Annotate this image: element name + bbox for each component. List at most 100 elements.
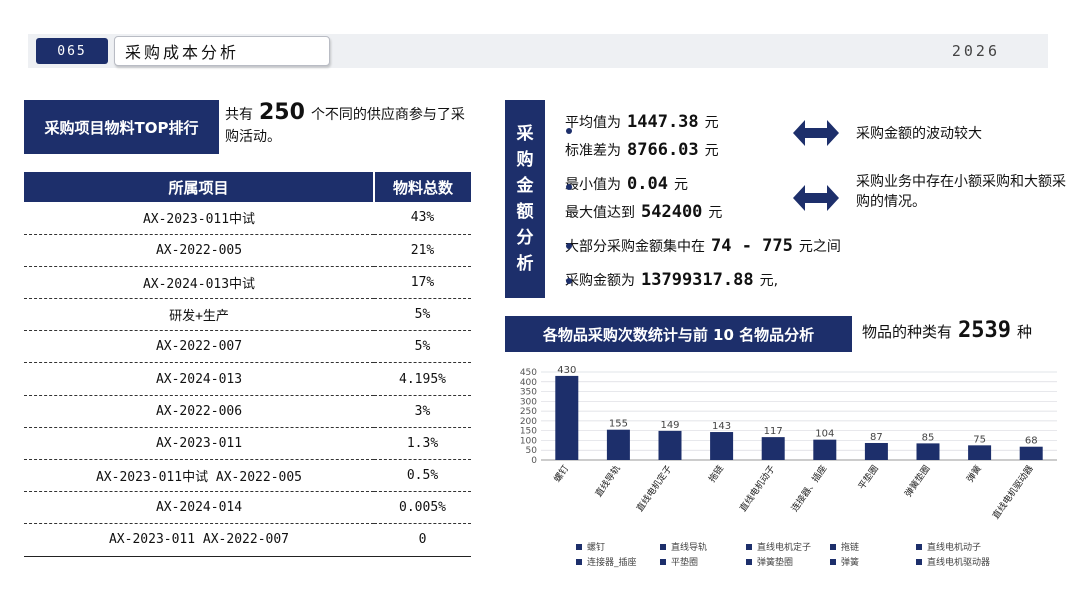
legend-item: 连接器_插座 [576, 555, 637, 568]
data-label: 87 [870, 432, 883, 443]
legend-swatch [660, 543, 666, 550]
bar [968, 445, 992, 460]
y-tick-label: 200 [520, 417, 537, 427]
legend-label: 平垫圈 [671, 558, 699, 568]
legend-label: 弹簧垫圈 [757, 558, 794, 568]
legend-item: 直线导轨 [660, 540, 707, 553]
page-number: 065 [36, 38, 108, 64]
stat-min: 最小值为 0.04 元 [565, 174, 688, 194]
legend-item: 平垫圈 [660, 555, 698, 568]
bar [916, 443, 940, 460]
stat-range-label: 大部分采购金额集中在 [565, 239, 705, 255]
material-ranking-table: 所属项目 物料总数 AX-2023-011中试 43% AX-2022-005 21%… [24, 172, 471, 557]
bar [864, 442, 888, 460]
double-arrow-icon [793, 120, 839, 146]
stat-total-label: 采购金额为 [565, 273, 635, 289]
data-label: 104 [815, 429, 834, 440]
legend-item: 拖链 [830, 540, 859, 553]
category-label: 平垫圈 [856, 463, 881, 492]
material-total-cell: 17% [374, 266, 471, 300]
stat-max: 最大值达到 542400 元 [565, 202, 722, 222]
bullet-icon [566, 278, 572, 284]
data-label: 430 [557, 365, 576, 376]
bar [710, 432, 734, 460]
project-cell: AX-2023-011 [24, 427, 374, 461]
vertical-label-char: 金 [516, 176, 534, 196]
y-tick-label: 50 [526, 446, 538, 456]
bullet-icon [566, 128, 572, 134]
legend-label: 直线电机定子 [757, 543, 812, 553]
table-header-row: 所属项目 物料总数 [24, 172, 471, 202]
legend-label: 弹簧 [841, 558, 860, 568]
stat-min-label: 最小值为 [565, 177, 621, 193]
stat-average-unit: 元 [704, 115, 719, 131]
table-row: AX-2024-013中试 17% [24, 266, 471, 300]
data-label: 143 [712, 421, 731, 432]
legend-label: 连接器_插座 [587, 558, 637, 568]
material-total-cell: 4.195% [374, 362, 471, 396]
data-label: 117 [764, 426, 783, 437]
project-cell: 研发+生产 [24, 298, 374, 332]
table-row: AX-2022-006 3% [24, 395, 471, 428]
project-cell: AX-2022-006 [24, 395, 374, 428]
material-total-cell: 43% [374, 202, 471, 235]
amount-analysis-label: 采购金额分析 [505, 100, 545, 298]
table-row: AX-2022-007 5% [24, 330, 471, 364]
legend-item: 弹簧 [830, 555, 859, 568]
project-cell: AX-2024-013中试 [24, 266, 374, 300]
legend-label: 拖链 [841, 543, 860, 553]
column-header-project: 所属项目 [24, 172, 375, 202]
legend-swatch [576, 558, 582, 565]
legend-item: 直线电机动子 [916, 540, 981, 553]
bar [658, 430, 682, 460]
chart-section-label: 各物品采购次数统计与前 10 名物品分析 [505, 316, 852, 352]
project-cell: AX-2024-013 [24, 362, 374, 396]
legend-label: 直线电机驱动器 [927, 558, 991, 568]
bar [606, 429, 630, 460]
kinds-suffix: 种 [1017, 323, 1033, 341]
data-label: 68 [1025, 436, 1038, 447]
bullet-icon [566, 243, 572, 249]
category-label: 弹簧 [964, 463, 984, 485]
note-volatility: 采购金额的波动较大 [856, 126, 982, 142]
table-row: AX-2024-014 0.005% [24, 491, 471, 525]
item-kinds-summary: 物品的种类有 2539 种 [862, 318, 1032, 343]
supplier-suffix: 个不同的供应商参与了采购活动。 [225, 107, 465, 145]
vertical-label-char: 额 [516, 202, 534, 222]
category-label: 直线电机驱动器 [990, 463, 1036, 522]
category-label: 直线电机定子 [634, 463, 675, 514]
supplier-prefix: 共有 [225, 107, 253, 123]
stat-total: 采购金额为 13799317.88 元, [565, 270, 778, 290]
double-arrow-icon [793, 185, 839, 211]
stat-average-value: 1447.38 [627, 112, 699, 132]
legend-swatch [916, 543, 922, 550]
project-cell: AX-2023-011中试 AX-2022-005 [24, 459, 374, 493]
material-total-cell: 1.3% [374, 427, 471, 461]
table-row: AX-2023-011 1.3% [24, 427, 471, 461]
kinds-count: 2539 [958, 318, 1011, 343]
material-total-cell: 0.005% [374, 491, 471, 525]
legend-swatch [830, 558, 836, 565]
top-ranking-label: 采购项目物料TOP排行 [24, 100, 219, 154]
material-total-cell: 3% [374, 395, 471, 428]
stat-min-unit: 元 [673, 177, 688, 193]
material-total-cell: 5% [374, 298, 471, 332]
stat-range-value: 74 - 775 [711, 236, 793, 256]
legend-swatch [746, 558, 752, 565]
vertical-label-char: 分 [516, 228, 534, 248]
stat-max-label: 最大值达到 [565, 205, 635, 221]
category-label: 螺钉 [552, 463, 571, 484]
table-row: AX-2022-005 21% [24, 234, 471, 267]
material-total-cell: 0 [374, 523, 471, 557]
stat-total-value: 13799317.88 [641, 270, 754, 290]
stat-std-value: 8766.03 [627, 140, 699, 160]
y-tick-label: 250 [520, 407, 537, 417]
y-tick-label: 150 [520, 427, 537, 437]
legend-item: 直线电机定子 [746, 540, 811, 553]
stat-average-label: 平均值为 [565, 115, 621, 131]
category-label: 拖链 [706, 463, 726, 485]
vertical-label-char: 购 [516, 150, 534, 170]
data-label: 149 [660, 420, 679, 431]
category-label: 连接器、插座 [788, 463, 829, 514]
material-total-cell: 5% [374, 330, 471, 364]
